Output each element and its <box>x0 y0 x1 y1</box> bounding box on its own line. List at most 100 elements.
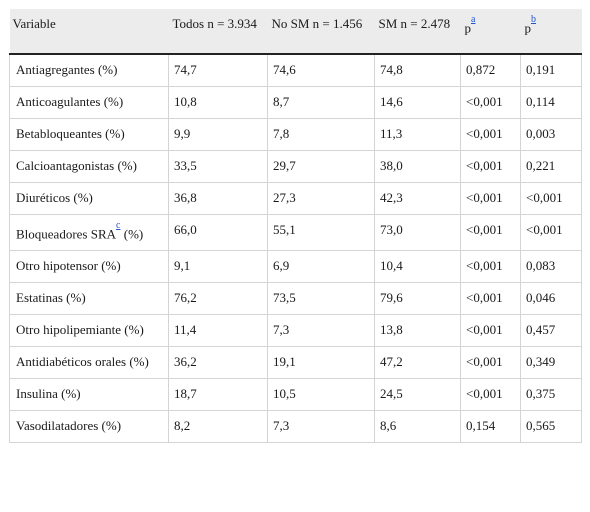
cell-p-a: <0,001 <box>460 314 521 348</box>
table-header: Variable Todos n = 3.934 No SM n = 1.456… <box>9 9 582 55</box>
variable-label: Otro hipolipemiante (%) <box>16 322 144 338</box>
cell-p-b: 0,457 <box>520 314 582 348</box>
cell-variable: Betabloqueantes (%) <box>9 118 169 151</box>
cell-no-sm: 7,3 <box>267 314 375 348</box>
cell-p-b: <0,001 <box>520 214 582 252</box>
cell-todos: 74,7 <box>168 54 268 87</box>
cell-variable: Otro hipolipemiante (%) <box>9 314 169 348</box>
cell-no-sm: 19,1 <box>267 346 375 380</box>
header-variable-label: Variable <box>12 16 56 31</box>
header-no-sm: No SM n = 1.456 <box>267 9 375 55</box>
cell-p-a: <0,001 <box>460 118 521 151</box>
cell-no-sm: 7,8 <box>267 118 375 151</box>
cell-todos: 66,0 <box>168 214 268 252</box>
variable-suffix: (%) <box>120 226 144 242</box>
cell-sm: 13,8 <box>374 314 461 348</box>
header-variable: Variable <box>9 9 169 55</box>
cell-no-sm: 29,7 <box>267 150 375 183</box>
cell-variable: Antiagregantes (%) <box>9 54 169 87</box>
cell-variable: Estatinas (%) <box>9 282 169 316</box>
variable-label: Diuréticos (%) <box>16 190 93 205</box>
table-row: Antiagregantes (%) 74,7 74,6 74,8 0,872 0,191 <box>9 54 582 87</box>
cell-p-a: <0,001 <box>460 214 521 252</box>
cell-variable: Bloqueadores SRAc (%) <box>9 214 169 252</box>
variable-label: Betabloqueantes (%) <box>16 126 125 141</box>
cell-variable: Diuréticos (%) <box>9 182 169 215</box>
cell-sm: 10,4 <box>374 250 461 284</box>
variable-label: Calcioantagonistas (%) <box>16 158 137 173</box>
variable-label: Insulina (%) <box>16 386 81 402</box>
cell-variable: Insulina (%) <box>9 378 169 412</box>
cell-p-b: 0,003 <box>520 118 582 151</box>
cell-variable: Otro hipotensor (%) <box>9 250 169 284</box>
cell-p-b: 0,083 <box>520 250 582 284</box>
cell-no-sm: 27,3 <box>267 182 375 215</box>
cell-p-a: <0,001 <box>460 250 521 284</box>
cell-p-a: 0,872 <box>460 54 521 87</box>
header-row: Variable Todos n = 3.934 No SM n = 1.456… <box>9 9 582 55</box>
cell-p-a: 0,154 <box>460 410 521 444</box>
variable-label: Anticoagulantes (%) <box>16 94 124 109</box>
table-body: Antiagregantes (%) 74,7 74,6 74,8 0,872 0,191… <box>9 54 582 444</box>
cell-p-b: 0,221 <box>520 150 582 183</box>
cell-p-b: 0,046 <box>520 282 582 316</box>
cell-p-b: 0,565 <box>520 410 582 444</box>
table-row: Insulina (%) 18,7 10,5 24,5 <0,001 0,375 <box>9 378 582 412</box>
footnote-link-c[interactable]: c <box>116 220 121 231</box>
cell-p-a: <0,001 <box>460 346 521 380</box>
cell-sm: 38,0 <box>374 150 461 183</box>
medication-table: Variable Todos n = 3.934 No SM n = 1.456… <box>9 9 582 444</box>
cell-p-b: 0,191 <box>520 54 582 87</box>
table-row: Estatinas (%) 76,2 73,5 79,6 <0,001 0,046 <box>9 282 582 316</box>
header-todos-label: Todos n = 3.934 <box>172 16 257 31</box>
cell-todos: 36,2 <box>168 346 268 380</box>
header-sm: SM n = 2.478 <box>374 9 461 55</box>
footnote-link-b[interactable]: b <box>531 14 536 25</box>
cell-no-sm: 8,7 <box>267 86 375 119</box>
table-row: Calcioantagonistas (%) 33,5 29,7 38,0 <0,001… <box>9 150 582 183</box>
cell-sm: 8,6 <box>374 410 461 444</box>
table-row: Diuréticos (%) 36,8 27,3 42,3 <0,001 <0,001 <box>9 182 582 215</box>
cell-p-b: 0,114 <box>520 86 582 119</box>
cell-p-a: <0,001 <box>460 150 521 183</box>
cell-p-a: <0,001 <box>460 282 521 316</box>
cell-todos: 9,9 <box>168 118 268 151</box>
cell-sm: 14,6 <box>374 86 461 119</box>
cell-no-sm: 73,5 <box>267 282 375 316</box>
header-p-a: pa <box>460 9 521 55</box>
cell-sm: 73,0 <box>374 214 461 252</box>
table-row: Bloqueadores SRAc (%) 66,0 55,1 73,0 <0,001 <… <box>9 214 582 252</box>
cell-todos: 36,8 <box>168 182 268 215</box>
cell-no-sm: 74,6 <box>267 54 375 87</box>
cell-variable: Vasodilatadores (%) <box>9 410 169 444</box>
cell-p-b: 0,349 <box>520 346 582 380</box>
cell-p-b: <0,001 <box>520 182 582 215</box>
header-no-sm-label: No SM n = 1.456 <box>271 16 363 31</box>
cell-sm: 79,6 <box>374 282 461 316</box>
cell-todos: 11,4 <box>168 314 268 348</box>
cell-todos: 33,5 <box>168 150 268 183</box>
cell-todos: 8,2 <box>168 410 268 444</box>
header-p-b: pb <box>520 9 582 55</box>
cell-no-sm: 10,5 <box>267 378 375 412</box>
cell-sm: 42,3 <box>374 182 461 215</box>
variable-label: Otro hipotensor (%) <box>16 258 121 274</box>
cell-no-sm: 55,1 <box>267 214 375 252</box>
variable-label: Vasodilatadores (%) <box>16 418 122 434</box>
cell-sm: 47,2 <box>374 346 461 380</box>
cell-sm: 74,8 <box>374 54 461 87</box>
cell-p-a: <0,001 <box>460 86 521 119</box>
cell-no-sm: 7,3 <box>267 410 375 444</box>
table-row: Antidiabéticos orales (%) 36,2 19,1 47,2 <0,… <box>9 346 582 380</box>
cell-variable: Antidiabéticos orales (%) <box>9 346 169 380</box>
table-row: Betabloqueantes (%) 9,9 7,8 11,3 <0,001 0,003 <box>9 118 582 151</box>
header-p-b-label: p <box>524 20 532 36</box>
header-todos: Todos n = 3.934 <box>168 9 268 55</box>
table-row: Vasodilatadores (%) 8,2 7,3 8,6 0,154 0,565 <box>9 410 582 444</box>
cell-todos: 76,2 <box>168 282 268 316</box>
variable-label: Estatinas (%) <box>16 290 86 306</box>
cell-sm: 11,3 <box>374 118 461 151</box>
cell-todos: 9,1 <box>168 250 268 284</box>
footnote-link-a[interactable]: a <box>471 14 476 25</box>
cell-variable: Calcioantagonistas (%) <box>9 150 169 183</box>
